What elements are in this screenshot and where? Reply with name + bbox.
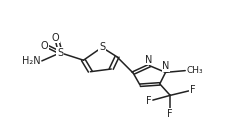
Text: O: O — [52, 33, 59, 43]
Text: S: S — [99, 42, 105, 52]
Text: N: N — [145, 55, 153, 65]
Text: F: F — [190, 85, 196, 95]
Text: F: F — [167, 109, 173, 119]
Text: CH₃: CH₃ — [186, 66, 203, 75]
Text: O: O — [41, 41, 48, 51]
Text: H₂N: H₂N — [22, 56, 41, 66]
Text: N: N — [162, 61, 170, 71]
Text: F: F — [146, 96, 151, 106]
Text: S: S — [57, 48, 63, 58]
